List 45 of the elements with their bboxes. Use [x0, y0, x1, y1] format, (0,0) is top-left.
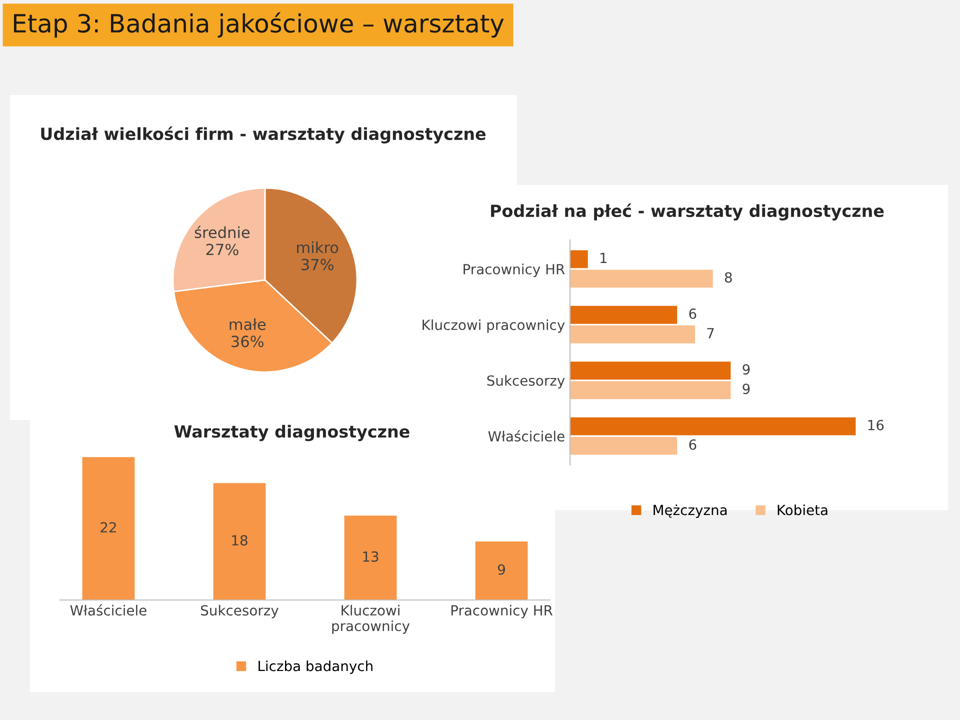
data-label: 6	[689, 439, 696, 450]
text: Etap 3: Badania jakościowe – warsztaty	[14, 12, 504, 38]
bar	[570, 306, 678, 324]
y-tick-label: Sukcesorzy	[487, 375, 565, 389]
slice-label: mikro	[297, 241, 338, 254]
data-label: 13	[363, 551, 378, 562]
data-label: 9	[742, 384, 750, 394]
bar	[570, 436, 678, 455]
bar	[213, 483, 266, 600]
bar	[344, 516, 397, 600]
data-label: 37%	[302, 258, 334, 270]
bar	[570, 381, 731, 400]
y-tick-label: Kluczowi pracownicy	[422, 319, 565, 333]
data-label: 6	[689, 308, 696, 319]
legend-label: Liczba badanych	[258, 660, 372, 674]
x-tick-label: Sukcesorzy	[201, 604, 278, 618]
x-tick-label: Właściciele	[70, 604, 146, 616]
data-label: 9	[498, 564, 505, 575]
x-tick-label: Kluczowi pracownicy	[332, 604, 410, 634]
bar	[570, 325, 695, 344]
x-tick-label: Pracownicy HR	[451, 604, 553, 618]
y-tick-label: Pracownicy HR	[464, 264, 565, 278]
data-label: 7	[707, 328, 714, 338]
data-label: 16	[868, 420, 884, 430]
slice-label: średnie	[194, 226, 250, 238]
data-label: 9	[742, 364, 750, 375]
legend-label: Mężczyzna	[654, 504, 727, 518]
data-label: 36%	[232, 336, 264, 348]
chart-title: Podział na płeć - warsztaty diagnostyczne	[491, 204, 884, 220]
y-tick-label: Właściciele	[488, 430, 564, 442]
bar	[475, 542, 528, 600]
chart-title: Udział wielkości firm - warsztaty diagnostyczne	[41, 126, 486, 144]
bar	[570, 250, 588, 268]
data-label: 18	[232, 535, 248, 546]
data-label: 27%	[206, 244, 238, 256]
data-label: 1	[600, 252, 607, 264]
bar	[570, 270, 713, 288]
bar	[570, 362, 731, 380]
bar	[82, 457, 135, 600]
data-label: 8	[724, 272, 732, 283]
bar	[570, 417, 856, 436]
chart-title: Warsztaty diagnostyczne	[174, 424, 410, 442]
data-label: 22	[100, 522, 116, 532]
slice-label: małe	[230, 318, 266, 330]
legend-label: Kobieta	[778, 504, 828, 516]
